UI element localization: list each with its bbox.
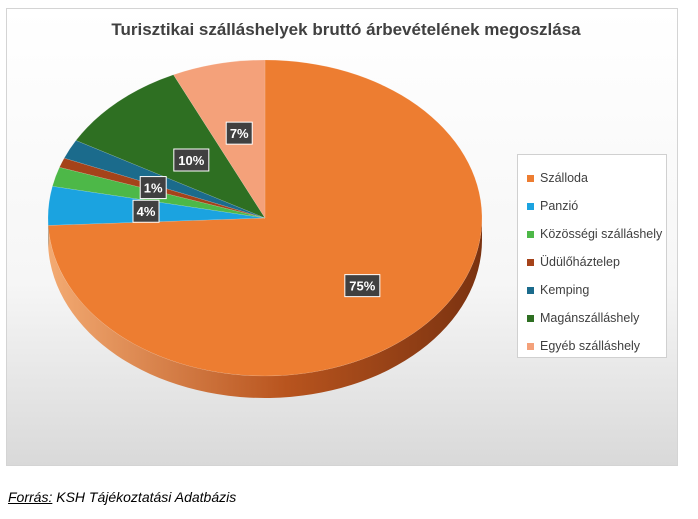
svg-text:10%: 10% [178, 153, 204, 168]
legend-label: Kemping [540, 283, 590, 297]
legend-swatch [527, 230, 534, 238]
legend-label: Közösségi szálláshely [540, 227, 663, 241]
legend-swatch [527, 314, 534, 322]
legend-item-egyeb-szallashely: Egyéb szálláshely [527, 332, 666, 360]
pie-slice-maganszallashely [75, 74, 266, 219]
data-label-egyeb-szallashely: 7% [225, 121, 253, 145]
legend-label: Panzió [540, 199, 579, 213]
chart-title: Turisztikai szálláshelyek bruttó árbevét… [111, 20, 581, 39]
legend-label: Magánszálláshely [540, 311, 640, 325]
chart-legend: Szálloda Panzió Közösségi szálláshely Üdülő… [517, 154, 667, 358]
legend-item-kemping: Kemping [527, 276, 666, 304]
source-note: Forrás: KSH Tájékoztatási Adatbázis [8, 489, 236, 505]
legend-swatch [527, 342, 534, 350]
legend-swatch [527, 286, 534, 294]
data-label-maganszallashely: 10% [173, 148, 210, 172]
svg-text:7%: 7% [230, 126, 249, 141]
data-label-szalloda: 75% [344, 274, 381, 298]
legend-item-maganszallashely: Magánszálláshely [527, 304, 666, 332]
svg-text:4%: 4% [137, 204, 156, 219]
legend-label: Egyéb szálláshely [540, 339, 641, 353]
svg-text:1%: 1% [144, 181, 163, 196]
legend-label: Szálloda [540, 171, 588, 185]
legend-item-szalloda: Szálloda [527, 164, 666, 192]
legend-swatch [527, 258, 534, 266]
pie-slice-egyeb-szallashely [173, 59, 266, 219]
data-label-panzio: 4% [132, 199, 160, 223]
source-label: Forrás: [8, 489, 53, 505]
legend-swatch [527, 202, 534, 210]
legend-item-kozossegi-szallashely: Közösségi szálláshely [527, 220, 666, 248]
legend-item-udulohaztelep: Üdülőháztelep [527, 248, 666, 276]
legend-item-panzio: Panzió [527, 192, 666, 220]
data-label-udulohaztelep: 1% [139, 176, 167, 200]
legend-label: Üdülőháztelep [540, 255, 620, 269]
svg-text:75%: 75% [349, 279, 375, 294]
source-text: KSH Tájékoztatási Adatbázis [52, 489, 237, 505]
legend-swatch [527, 174, 534, 182]
